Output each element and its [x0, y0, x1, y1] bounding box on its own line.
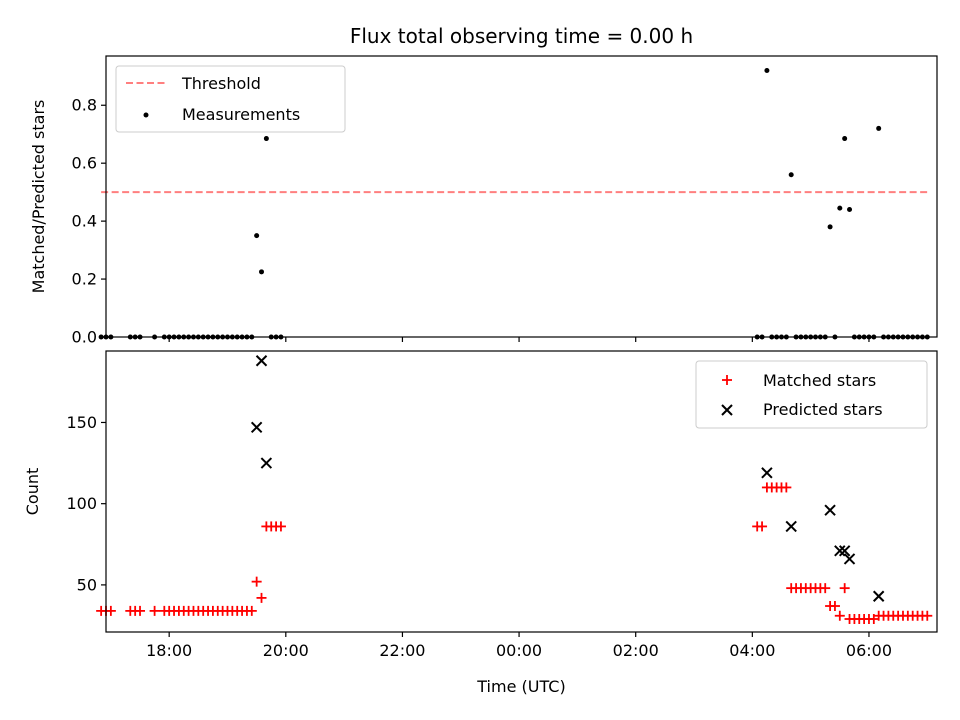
y-tick-label: 50: [77, 575, 97, 594]
measurement-point: [827, 224, 833, 230]
matched-star-point: [275, 521, 286, 532]
y-tick-label: 0.2: [72, 270, 97, 289]
x-tick-label: 02:00: [613, 641, 659, 660]
measurement-point: [764, 67, 770, 73]
matched-star-point: [922, 610, 933, 621]
legend-predicted-label: Predicted stars: [763, 400, 883, 419]
legend-matched-marker: [722, 375, 732, 385]
y-axis-label-ratio: Matched/Predicted stars: [29, 100, 48, 294]
predicted-star-point: [761, 467, 773, 479]
x-tick-label: 06:00: [846, 641, 892, 660]
matched-star-point: [834, 610, 845, 621]
legend-ratio: Threshold Measurements: [115, 65, 346, 133]
y-axis-ticks-ratio: 0.0 0.2 0.4 0.6 0.8: [72, 96, 106, 347]
x-tick-label: 20:00: [263, 641, 309, 660]
measurement-point: [263, 136, 269, 142]
legend-matched-label: Matched stars: [763, 371, 876, 390]
x-tick-label: 18:00: [146, 641, 192, 660]
matched-star-point: [135, 605, 146, 616]
matched-star-point: [251, 576, 262, 587]
measurement-point: [847, 207, 853, 213]
measurement-point: [876, 125, 882, 131]
measurement-point: [842, 136, 848, 142]
y-axis-ticks-count: 50 100 150: [66, 413, 106, 594]
matched-star-point: [829, 601, 840, 612]
matched-star-point: [256, 592, 267, 603]
matched-star-point: [149, 605, 160, 616]
count-panel: Count Time (UTC) 50 100 150 18:00 20:00 22:0…: [23, 350, 938, 696]
y-tick-label: 0.0: [72, 328, 97, 347]
legend-threshold-label: Threshold: [181, 74, 261, 93]
chart-title: Flux total observing time = 0.00 h: [350, 24, 693, 48]
legend-measurements-swatch: [143, 112, 149, 118]
legend-measurements-label: Measurements: [182, 105, 300, 124]
x-axis-label: Time (UTC): [476, 677, 565, 696]
x-axis-ticks-count: 18:00 20:00 22:00 00:00 02:00 04:00 06:00: [146, 632, 892, 660]
x-axis-ticks-ratio: [168, 337, 870, 342]
measurement-point: [837, 205, 843, 211]
matched-star-point: [757, 521, 768, 532]
y-tick-label: 100: [66, 494, 97, 513]
predicted-star-point: [250, 421, 263, 434]
predicted-star-point: [824, 504, 836, 516]
predicted-star-point: [843, 553, 856, 565]
matched-star-point: [105, 605, 116, 616]
predicted-star-point: [838, 545, 851, 557]
ratio-panel: Flux total observing time = 0.00 h Match…: [29, 24, 938, 347]
legend-count: Matched stars Predicted stars: [695, 360, 928, 429]
predicted-star-point: [872, 590, 885, 602]
matched-star-point: [820, 583, 831, 594]
y-tick-label: 0.8: [72, 96, 97, 115]
predicted-star-point: [834, 545, 846, 557]
count-marks: [96, 355, 933, 625]
predicted-star-point: [255, 355, 268, 367]
measurement-point: [254, 233, 260, 239]
predicted-star-point: [785, 520, 797, 533]
x-tick-label: 04:00: [729, 641, 775, 660]
legend-box: [695, 360, 928, 429]
measurement-point: [259, 269, 265, 275]
legend-predicted-swatch: [721, 404, 733, 416]
y-tick-label: 150: [66, 413, 97, 432]
legend-matched-swatch: [722, 375, 732, 385]
matched-star-point: [839, 583, 850, 594]
x-tick-label: 22:00: [379, 641, 425, 660]
measurement-point: [788, 172, 794, 178]
y-axis-label-count: Count: [23, 468, 42, 516]
matched-star-point: [246, 605, 257, 616]
count-plot-frame: [105, 350, 938, 633]
predicted-star-point: [260, 457, 273, 469]
legend-box: [115, 65, 346, 133]
x-tick-label: 00:00: [496, 641, 542, 660]
matched-star-point: [781, 482, 792, 493]
ratio-plot-frame: [105, 55, 938, 338]
y-tick-label: 0.6: [72, 154, 97, 173]
y-tick-label: 0.4: [72, 212, 97, 231]
legend-predicted-marker: [721, 404, 733, 416]
